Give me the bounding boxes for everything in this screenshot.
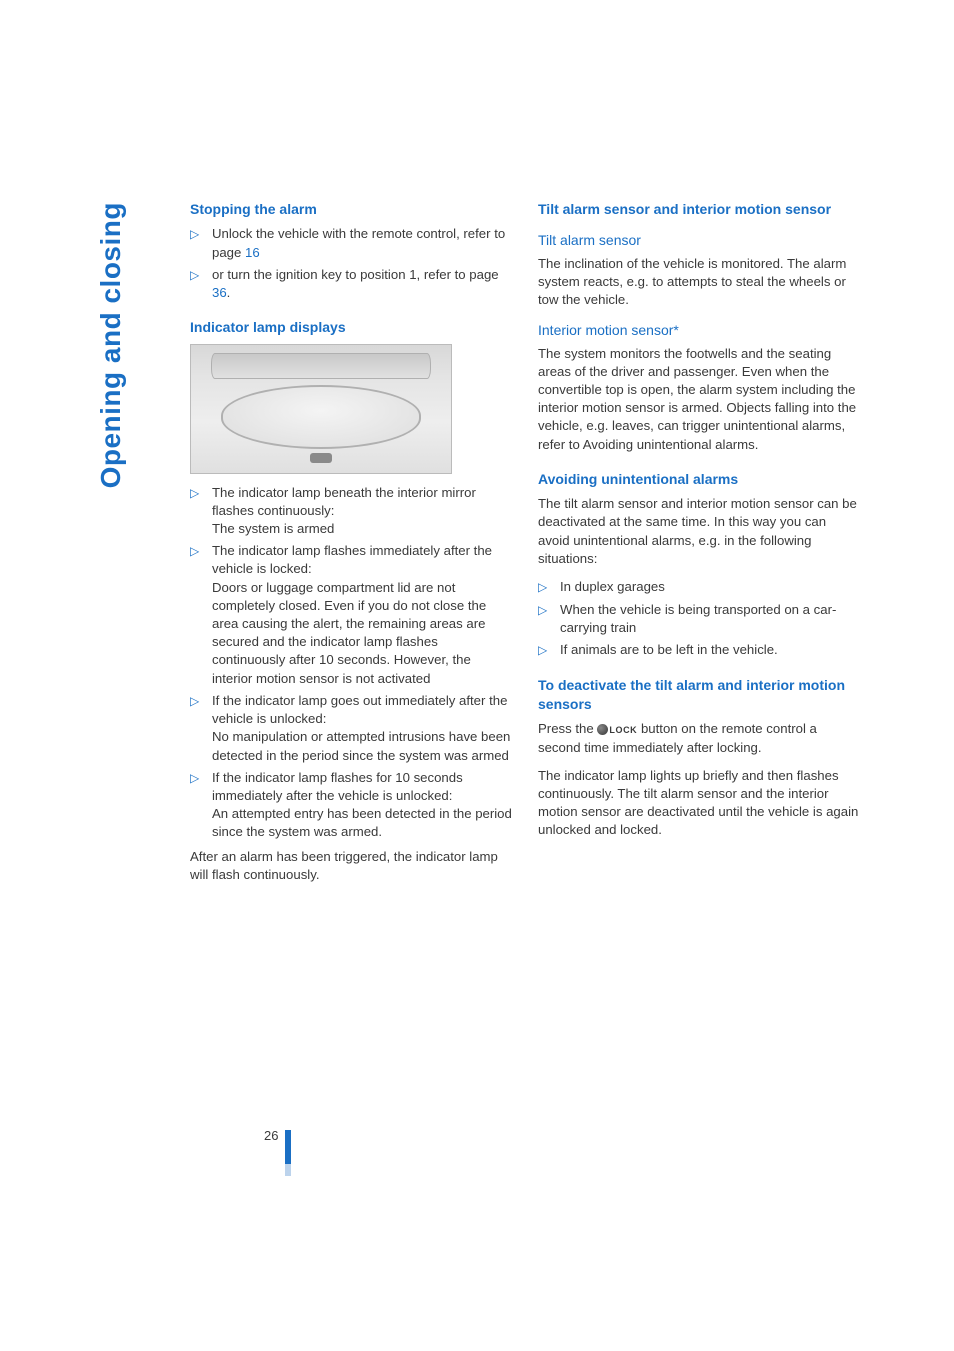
list-item: ▷ or turn the ignition key to position 1… xyxy=(190,266,512,302)
figure-interior-mirror xyxy=(190,344,512,474)
heading-deactivate-sensors: To deactivate the tilt alarm and interio… xyxy=(538,676,860,715)
right-column: Tilt alarm sensor and interior motion se… xyxy=(538,200,860,894)
bullet-icon: ▷ xyxy=(538,601,560,637)
body-text: If animals are to be left in the vehicle… xyxy=(560,641,860,660)
mirror-housing xyxy=(211,353,431,379)
bullet-icon: ▷ xyxy=(538,641,560,660)
page-marker-shadow xyxy=(285,1164,291,1176)
bullet-icon: ▷ xyxy=(190,266,212,302)
body-text: The indicator lamp lights up briefly and… xyxy=(538,767,860,840)
heading-stopping-alarm: Stopping the alarm xyxy=(190,200,512,219)
page-link[interactable]: 16 xyxy=(245,245,260,260)
page-marker xyxy=(285,1130,291,1164)
body-text: In duplex garages xyxy=(560,578,860,597)
list-item: ▷ If the indicator lamp goes out immedia… xyxy=(190,692,512,765)
bullet-icon: ▷ xyxy=(190,542,212,688)
body-text: If the indicator lamp goes out immediate… xyxy=(212,692,512,765)
body-text: The inclination of the vehicle is monito… xyxy=(538,255,860,310)
body-text: Press the LOCK button on the remote cont… xyxy=(538,720,860,756)
list-item: ▷ If the indicator lamp flashes for 10 s… xyxy=(190,769,512,842)
bullet-icon: ▷ xyxy=(190,769,212,842)
left-column: Stopping the alarm ▷ Unlock the vehicle … xyxy=(190,200,512,894)
heading-indicator-lamp: Indicator lamp displays xyxy=(190,318,512,337)
lock-icon xyxy=(597,724,608,735)
body-text: The indicator lamp flashes immediately a… xyxy=(212,542,512,688)
list-item: ▷ The indicator lamp flashes immediately… xyxy=(190,542,512,688)
body-text: When the vehicle is being transported on… xyxy=(560,601,860,637)
body-text: The tilt alarm sensor and interior motio… xyxy=(538,495,860,568)
body-text: . xyxy=(227,285,231,300)
body-text: If the indicator lamp flashes for 10 sec… xyxy=(212,769,512,842)
bullet-icon: ▷ xyxy=(190,484,212,539)
lock-label: LOCK xyxy=(609,724,637,736)
body-text: or turn the ignition key to position 1, … xyxy=(212,266,512,302)
page-link[interactable]: 36 xyxy=(212,285,227,300)
body-text: The indicator lamp beneath the interior … xyxy=(212,484,512,539)
subheading-interior-motion: Interior motion sensor* xyxy=(538,321,860,340)
list-item: ▷ In duplex garages xyxy=(538,578,860,597)
body-text: Unlock the vehicle with the remote contr… xyxy=(212,225,512,261)
subheading-tilt-sensor: Tilt alarm sensor xyxy=(538,231,860,250)
mirror-glass xyxy=(221,385,421,449)
list-item: ▷ The indicator lamp beneath the interio… xyxy=(190,484,512,539)
list-item: ▷ If animals are to be left in the vehic… xyxy=(538,641,860,660)
page-number: 26 xyxy=(264,1128,278,1143)
body-text: or turn the ignition key to position 1, … xyxy=(212,267,499,282)
heading-avoiding-alarms: Avoiding unintentional alarms xyxy=(538,470,860,489)
body-text: The system monitors the footwells and th… xyxy=(538,345,860,454)
side-tab-label: Opening and closing xyxy=(95,202,127,488)
body-text: After an alarm has been triggered, the i… xyxy=(190,848,512,884)
body-text: Press the xyxy=(538,721,597,736)
bullet-icon: ▷ xyxy=(190,692,212,765)
page-content: Stopping the alarm ▷ Unlock the vehicle … xyxy=(190,200,860,894)
list-item: ▷ Unlock the vehicle with the remote con… xyxy=(190,225,512,261)
bullet-icon: ▷ xyxy=(538,578,560,597)
bullet-icon: ▷ xyxy=(190,225,212,261)
indicator-lamp-icon xyxy=(310,453,332,463)
heading-tilt-interior: Tilt alarm sensor and interior motion se… xyxy=(538,200,860,219)
lock-button-icon: LOCK xyxy=(597,724,637,736)
list-item: ▷ When the vehicle is being transported … xyxy=(538,601,860,637)
figure-image xyxy=(190,344,452,474)
